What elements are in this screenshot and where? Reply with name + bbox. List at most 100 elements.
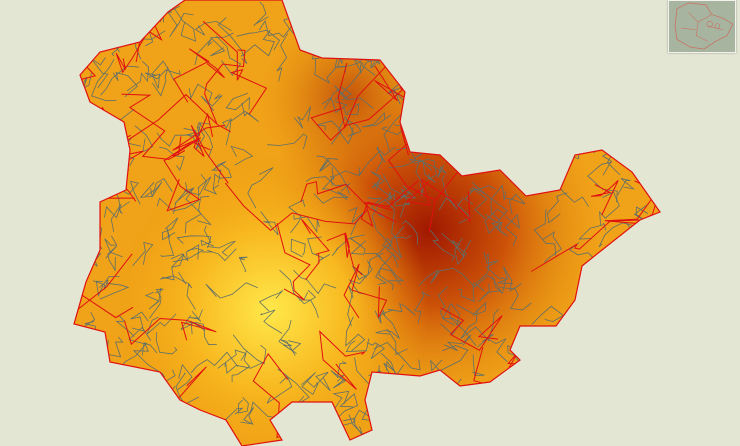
municipality-boundary — [620, 133, 634, 156]
municipality-boundary — [603, 126, 630, 139]
municipality-boundary — [416, 1, 429, 16]
municipality-boundary — [205, 282, 258, 299]
municipality-boundary — [420, 121, 438, 145]
municipality-boundary — [415, 27, 441, 56]
municipality-boundary — [209, 32, 234, 57]
district-boundary — [603, 1, 660, 30]
municipality-boundary — [542, 231, 562, 263]
municipality-boundary — [375, 253, 399, 285]
municipality-boundary — [412, 118, 428, 129]
municipality-boundary — [316, 120, 343, 145]
municipality-boundary — [384, 44, 401, 57]
district-boundary — [124, 317, 217, 346]
district-boundary — [310, 59, 403, 142]
municipality-boundary — [466, 142, 500, 159]
municipality-boundary — [95, 276, 120, 297]
municipality-boundary — [258, 20, 294, 38]
municipality-boundary — [149, 288, 164, 319]
district-boundary — [508, 15, 577, 81]
municipality-boundary — [362, 112, 392, 128]
district-boundary — [301, 218, 330, 281]
municipality-boundary — [400, 381, 430, 402]
municipality-boundary — [650, 1, 660, 20]
municipality-boundary — [486, 137, 508, 163]
municipality-boundary — [564, 363, 578, 379]
municipality-boundary — [91, 393, 124, 417]
municipality-boundary — [373, 342, 421, 371]
district-boundary — [319, 330, 367, 390]
municipality-boundary — [105, 245, 117, 272]
municipality-boundary — [119, 1, 142, 10]
municipality-boundary — [577, 301, 601, 347]
municipality-boundary — [591, 321, 606, 341]
municipality-boundary — [384, 199, 405, 238]
municipality-boundary — [145, 181, 163, 198]
municipality-boundary — [404, 60, 419, 76]
municipality-boundary — [409, 158, 436, 183]
municipality-boundary — [633, 203, 650, 223]
municipality-boundary — [237, 397, 249, 414]
municipality-boundary — [484, 208, 506, 234]
municipality-boundary — [318, 157, 339, 173]
municipality-boundary — [160, 228, 175, 257]
district-boundary — [121, 93, 186, 160]
municipality-boundary — [240, 29, 275, 57]
municipality-boundary — [293, 106, 311, 129]
municipality-boundary — [516, 142, 531, 161]
municipality-boundary — [450, 408, 472, 437]
municipality-boundary — [341, 409, 370, 426]
municipality-boundary — [74, 31, 113, 51]
municipality-boundary — [375, 329, 408, 356]
municipality-boundary — [608, 19, 630, 38]
municipality-boundary — [456, 301, 487, 316]
municipality-boundary — [334, 1, 365, 28]
municipality-boundary — [539, 56, 560, 83]
municipality-boundary — [387, 20, 419, 57]
district-boundary — [590, 180, 619, 216]
municipality-boundary — [493, 277, 513, 295]
municipality-boundary — [106, 160, 124, 174]
municipality-boundary — [144, 69, 181, 80]
municipality-boundary — [176, 235, 212, 249]
municipality-boundary — [418, 269, 440, 286]
municipality-boundary — [98, 145, 129, 160]
municipality-boundary — [78, 232, 98, 263]
municipality-boundary — [516, 148, 542, 174]
municipality-boundary — [231, 350, 251, 383]
municipality-boundary — [74, 33, 86, 51]
municipality-boundary — [395, 24, 425, 53]
district-boundary — [440, 307, 503, 351]
municipality-boundary — [565, 308, 607, 353]
municipality-boundary — [197, 176, 220, 195]
municipality-boundary — [575, 412, 601, 436]
municipality-boundary — [551, 63, 570, 83]
district-boundary — [202, 20, 268, 115]
municipality-boundary — [159, 146, 185, 171]
district-boundary — [421, 46, 513, 85]
district-boundary — [123, 394, 167, 442]
municipality-boundary — [113, 180, 141, 205]
municipality-boundary — [253, 1, 269, 26]
municipality-boundary — [346, 119, 362, 137]
municipality-boundary — [91, 59, 117, 102]
district-boundary — [343, 263, 388, 319]
municipality-boundary — [374, 49, 397, 67]
municipality-boundary — [478, 276, 502, 302]
municipality-boundary — [280, 339, 297, 356]
municipality-boundary — [481, 89, 529, 116]
overview-map[interactable] — [668, 0, 736, 53]
municipality-boundary — [500, 266, 522, 292]
municipality-boundary — [288, 199, 306, 233]
municipality-boundary — [473, 68, 498, 98]
municipality-boundary — [456, 5, 471, 38]
municipality-boundary — [514, 19, 540, 29]
municipality-boundary — [466, 154, 484, 170]
municipality-boundary — [524, 328, 563, 345]
municipality-boundary — [240, 407, 255, 426]
municipality-boundary — [606, 285, 625, 331]
municipality-boundary — [580, 383, 594, 414]
municipality-boundary — [74, 178, 92, 201]
municipality-boundary — [639, 336, 660, 349]
municipality-boundary — [184, 195, 210, 234]
